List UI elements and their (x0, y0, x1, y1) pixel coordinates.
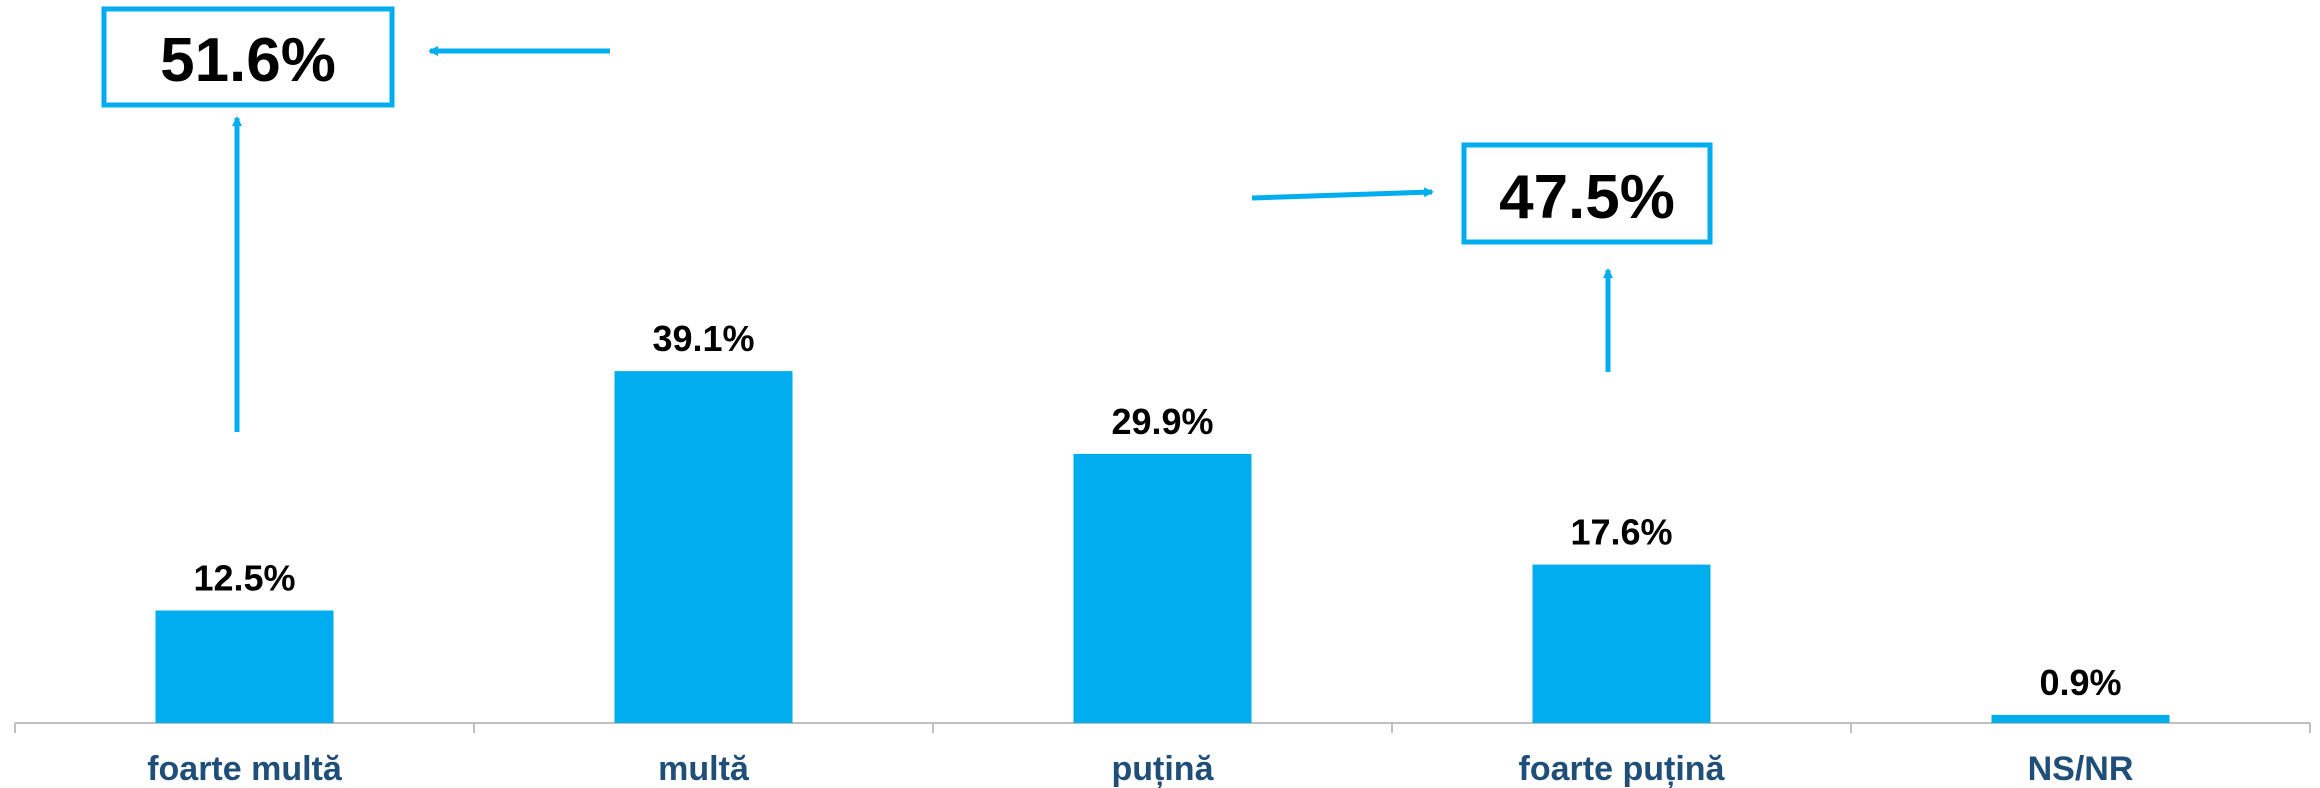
category-label: puțină (1112, 750, 1215, 788)
value-label: 0.9% (2039, 662, 2121, 703)
category-label: multă (658, 750, 750, 788)
value-label: 12.5% (193, 558, 295, 599)
bar (614, 371, 793, 723)
bar (1073, 453, 1252, 723)
bars (155, 371, 2170, 723)
category-label: NS/NR (2028, 750, 2134, 788)
value-label: 29.9% (1111, 401, 1213, 442)
category-label: foarte puțină (1519, 750, 1726, 788)
callout-top-two-value: 51.6% (160, 26, 336, 95)
callout-top-two: 51.6% (101, 6, 610, 432)
value-label: 17.6% (1570, 512, 1672, 553)
callout-bottom-two-value: 47.5% (1499, 163, 1675, 232)
callout-top-two-box (101, 6, 395, 108)
bar (155, 610, 334, 723)
bar (1532, 564, 1711, 723)
value-labels: 12.5% 39.1% 29.9% 17.6% 0.9% (193, 318, 2121, 703)
callout-bottom-two: 47.5% (1251, 142, 1713, 372)
value-label: 39.1% (652, 318, 754, 359)
category-labels: foarte multă multă puțină foarte puțină NS/N… (147, 750, 2133, 788)
x-axis (14, 722, 2311, 733)
category-label: foarte multă (147, 750, 343, 788)
bar (1991, 714, 2170, 723)
callout-bottom-two-box (1461, 142, 1713, 245)
arrow-from-putina (1251, 187, 1434, 201)
